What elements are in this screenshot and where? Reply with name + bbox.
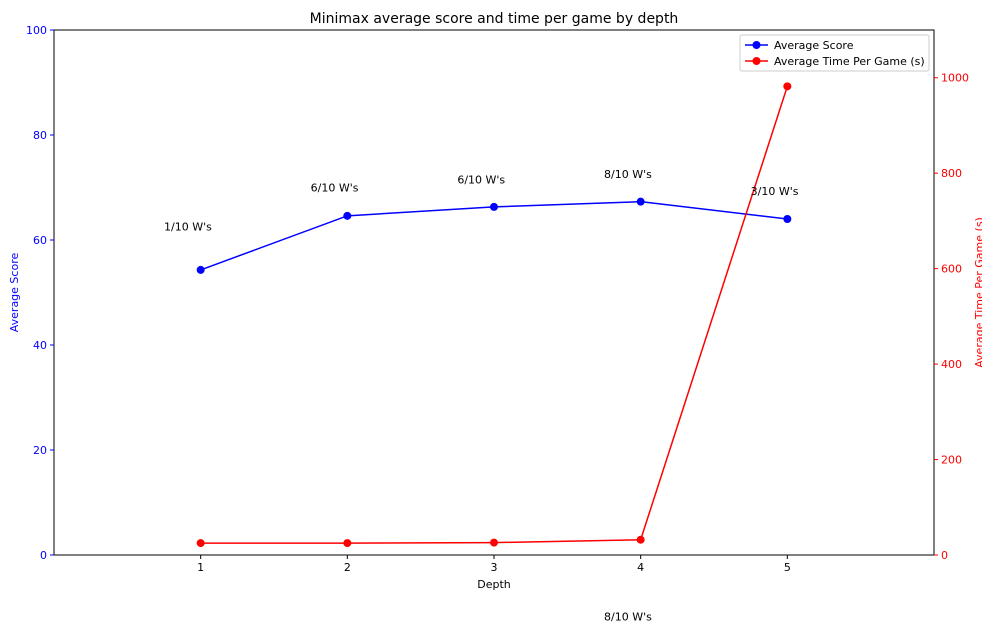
annotation-label: 8/10 W's	[604, 611, 652, 624]
y-left-tick-label: 60	[33, 234, 47, 247]
x-axis-label: Depth	[477, 578, 511, 591]
series-0-point-1	[343, 211, 352, 220]
series-1-point-3	[636, 535, 645, 544]
x-axis-ticks: 1 2 3 4 5	[197, 555, 791, 574]
y-right-tick-label: 1000	[941, 72, 969, 85]
legend-box	[739, 34, 930, 72]
series-0-point-0	[196, 265, 205, 274]
series-line-1	[200, 86, 789, 544]
series-1-point-1	[343, 539, 352, 548]
y-right-tick-label: 0	[941, 549, 948, 562]
y-axis-left-label: Average Score	[8, 253, 21, 333]
plot-area	[53, 29, 935, 556]
x-tick-label: 3	[491, 561, 498, 574]
legend-items: Average Score Average Time Per Game (s)	[745, 39, 925, 68]
legend-marker-0	[752, 41, 761, 49]
series-1-point-4	[783, 82, 792, 91]
x-tick-label: 1	[197, 561, 204, 574]
y-axis-right-ticks: 0 200 400 600 800 1000	[934, 72, 969, 562]
x-tick-label: 4	[637, 561, 644, 574]
y-axis-right-label: Average Time Per Game (s)	[973, 217, 982, 368]
y-left-tick-label: 100	[26, 24, 47, 37]
y-right-tick-label: 400	[941, 358, 962, 371]
annotation-label: 3/10 W's	[751, 185, 799, 198]
legend-label-0: Average Score	[774, 39, 854, 52]
y-right-tick-label: 800	[941, 167, 962, 180]
annotation-layer: 1/10 W's 6/10 W's 6/10 W's 8/10 W's 3/10 W's…	[164, 168, 799, 624]
y-right-tick-label: 200	[941, 454, 962, 467]
y-left-tick-label: 80	[33, 129, 47, 142]
series-line-0	[200, 200, 788, 271]
series-1-point-0	[196, 539, 205, 548]
series-1-point-2	[490, 538, 498, 547]
annotation-label: 6/10 W's	[457, 173, 505, 186]
chart-title: Minimax average score and time per game …	[310, 11, 679, 27]
y-left-tick-label: 0	[40, 549, 47, 562]
y-left-tick-label: 20	[33, 444, 47, 457]
annotation-label: 6/10 W's	[311, 182, 359, 195]
y-right-tick-label: 600	[941, 263, 962, 276]
series-0-point-2	[490, 202, 498, 211]
series-0-point-4	[783, 215, 792, 223]
legend-marker-1	[752, 57, 761, 65]
legend-label-1: Average Time Per Game (s)	[774, 55, 925, 68]
annotation-label: 1/10 W's	[164, 221, 212, 234]
x-tick-label: 5	[784, 561, 791, 574]
y-left-tick-label: 40	[33, 339, 47, 352]
annotation-label: 8/10 W's	[604, 168, 652, 181]
y-axis-left-ticks: 0 20 40 60 80 100	[26, 24, 54, 562]
legend: Average Score Average Time Per Game (s)	[739, 34, 930, 72]
series-layer	[196, 82, 792, 548]
series-0-point-3	[636, 197, 645, 206]
x-tick-label: 2	[344, 561, 351, 574]
